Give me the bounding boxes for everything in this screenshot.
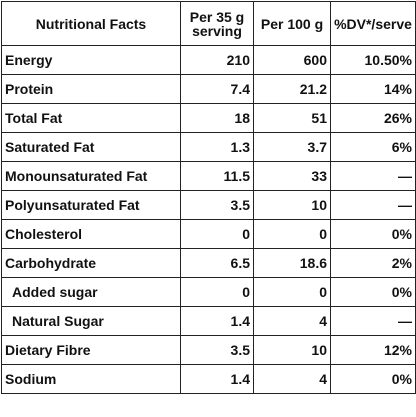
header-cell: Per 35 g serving: [180, 1, 254, 46]
nutrient-name: Carbohydrate: [1, 248, 181, 278]
nutrient-value: 0%: [330, 277, 416, 307]
header-cell: %DV*/serve: [330, 1, 416, 46]
nutrient-value: 18.6: [253, 248, 331, 278]
table-row: Protein 7.4 21.2 14%: [1, 74, 416, 104]
nutrient-value: 0: [253, 219, 331, 249]
header-cell: Nutritional Facts: [1, 1, 181, 46]
nutrient-name: Added sugar: [1, 277, 181, 307]
nutrient-name: Total Fat: [1, 103, 181, 133]
header-row: Nutritional Facts Per 35 g serving Per 100…: [1, 1, 416, 46]
nutrient-value: 7.4: [180, 74, 254, 104]
nutrient-value: 4: [253, 306, 331, 336]
nutrient-value: 6%: [330, 132, 416, 162]
table-row: Polyunsaturated Fat 3.5 10—: [1, 190, 416, 220]
nutrient-name: Dietary Fibre: [1, 335, 181, 365]
nutrient-name: Saturated Fat: [1, 132, 181, 162]
table-row: Total Fat 18 51 26%: [1, 103, 416, 133]
nutrient-value: 0%: [330, 364, 416, 394]
nutrient-value: 10: [253, 335, 331, 365]
table-row: Added sugar 0 0 0%: [1, 277, 416, 307]
nutrient-value: 600: [253, 45, 331, 75]
nutrient-value: 4: [253, 364, 331, 394]
nutrient-value: 1.3: [180, 132, 254, 162]
nutrient-value: 3.5: [180, 335, 254, 365]
nutrition-table: Nutritional Facts Per 35 g serving Per 100…: [1, 1, 416, 394]
nutrient-value: 26%: [330, 103, 416, 133]
table-row: Natural Sugar 1.4 4—: [1, 306, 416, 336]
nutrient-value: —: [330, 161, 416, 191]
nutrient-value: 11.5: [180, 161, 254, 191]
table-row: Saturated Fat 1.3 3.7 6%: [1, 132, 416, 162]
nutrient-value: 3.5: [180, 190, 254, 220]
header-cell: Per 100 g: [253, 1, 331, 46]
nutrient-name: Energy: [1, 45, 181, 75]
nutrient-value: 0: [180, 219, 254, 249]
nutrient-value: 10: [253, 190, 331, 220]
table-row: Sodium 1.4 4 0%: [1, 364, 416, 394]
nutrient-name: Natural Sugar: [1, 306, 181, 336]
nutrient-value: 1.4: [180, 306, 254, 336]
table-row: Dietary Fibre 3.5 10 12%: [1, 335, 416, 365]
nutrient-value: 0: [253, 277, 331, 307]
nutrient-value: 21.2: [253, 74, 331, 104]
table-row: Cholesterol 0 0 0%: [1, 219, 416, 249]
nutrient-value: 0: [180, 277, 254, 307]
nutrient-name: Cholesterol: [1, 219, 181, 249]
nutrient-name: Protein: [1, 74, 181, 104]
nutrient-value: 1.4: [180, 364, 254, 394]
nutrient-value: 51: [253, 103, 331, 133]
nutrient-name: Polyunsaturated Fat: [1, 190, 181, 220]
nutrient-value: 14%: [330, 74, 416, 104]
nutrient-value: —: [330, 190, 416, 220]
nutrient-value: 12%: [330, 335, 416, 365]
nutrient-value: 18: [180, 103, 254, 133]
nutrient-value: 6.5: [180, 248, 254, 278]
nutrient-value: 210: [180, 45, 254, 75]
nutrient-name: Sodium: [1, 364, 181, 394]
nutrient-value: 33: [253, 161, 331, 191]
nutrient-value: —: [330, 306, 416, 336]
nutrient-value: 10.50%: [330, 45, 416, 75]
nutrient-value: 2%: [330, 248, 416, 278]
nutrient-value: 3.7: [253, 132, 331, 162]
table-row: Energy 210 600 10.50%: [1, 45, 416, 75]
nutrient-name: Monounsaturated Fat: [1, 161, 181, 191]
table-row: Carbohydrate 6.5 18.6 2%: [1, 248, 416, 278]
table-row: Monounsaturated Fat 11.5 33—: [1, 161, 416, 191]
nutrient-value: 0%: [330, 219, 416, 249]
